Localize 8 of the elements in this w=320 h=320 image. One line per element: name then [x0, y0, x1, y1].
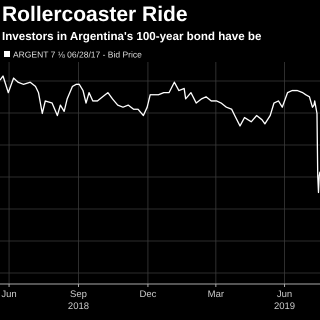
x-tick-label: Dec — [139, 289, 157, 300]
x-tick-label: Mar — [208, 289, 224, 300]
x-tick-label: Jun 2019 — [274, 289, 296, 312]
x-tick-label: Jun — [1, 289, 17, 300]
chart-title: Rollercoaster Ride — [2, 3, 188, 26]
chart-subtitle: Investors in Argentina's 100-year bond have be — [2, 30, 262, 43]
x-tick-label: Sep 2018 — [68, 289, 90, 312]
legend-label: ARGENT 7 ⅛ 06/28/17 - Bid Price — [13, 50, 142, 60]
